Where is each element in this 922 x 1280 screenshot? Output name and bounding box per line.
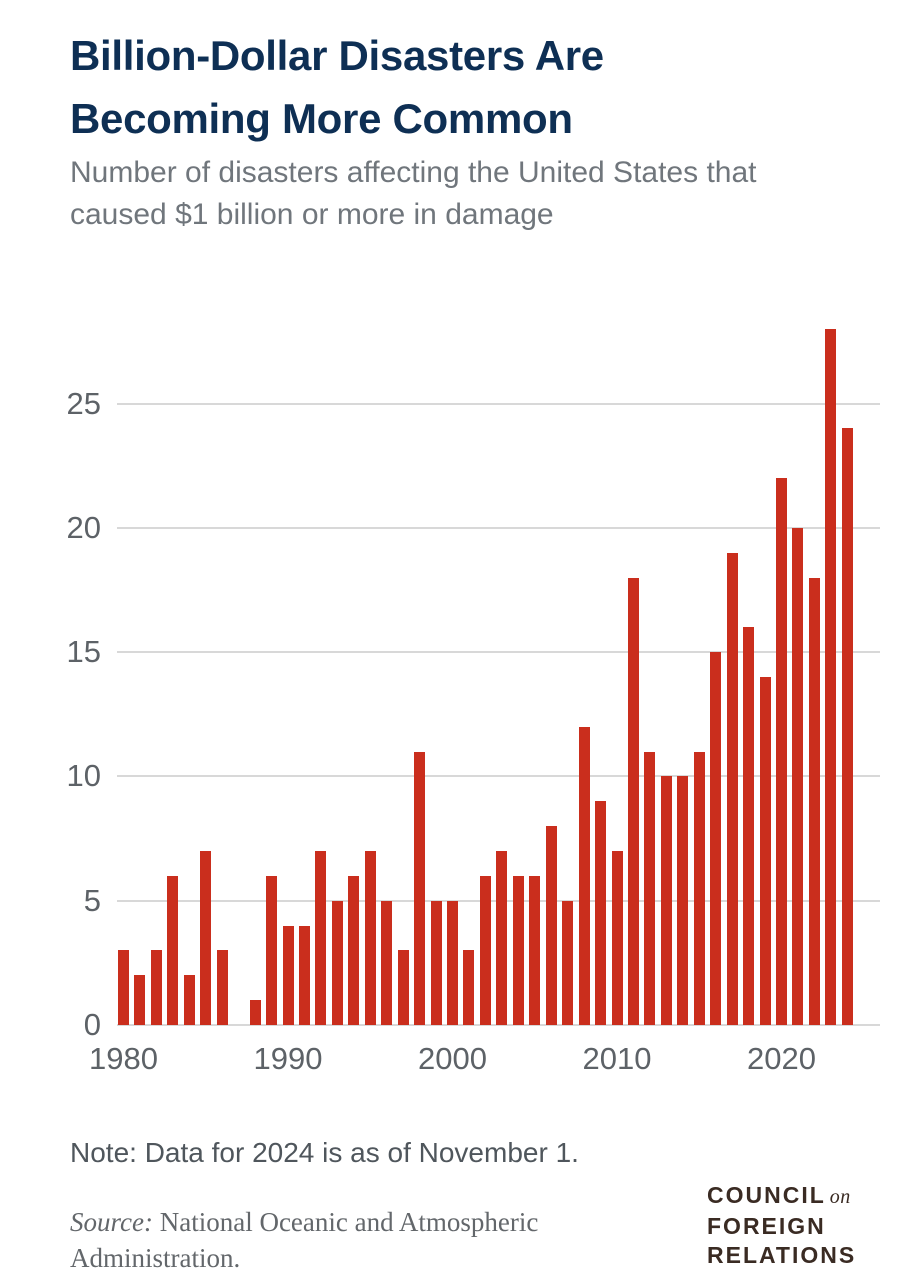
bar-1995 [364, 851, 376, 1025]
bar-2010 [611, 851, 623, 1025]
plot-area: 0 5 10 15 20 25 1980 1990 2000 2010 2020 [67, 329, 880, 1076]
source-line: Source: National Oceanic and Atmospheric… [70, 1204, 690, 1276]
bar-1982 [150, 950, 162, 1025]
logo-relations: RELATIONS [707, 1242, 857, 1268]
bar-1992 [315, 851, 327, 1025]
gridline-y-25 [117, 402, 880, 405]
bar-1981 [134, 975, 146, 1025]
bar-2017 [726, 553, 738, 1025]
y-tick-label-15: 15 [66, 634, 101, 670]
bar-1993 [331, 901, 343, 1025]
note-text: Note: Data for 2024 is as of November 1. [70, 1137, 579, 1168]
source-label: Source: [70, 1207, 153, 1237]
bar-1997 [397, 950, 409, 1025]
bar-2015 [693, 752, 705, 1025]
gridline-y-20 [117, 526, 880, 529]
y-tick-label-0: 0 [83, 1007, 101, 1042]
bar-1984 [183, 975, 195, 1025]
bar-2016 [710, 652, 722, 1025]
bar-2011 [627, 578, 639, 1025]
bar-2014 [677, 776, 689, 1025]
gridline-y-0 [117, 1024, 880, 1026]
chart-title: Billion-Dollar Disasters Are Becoming Mo… [70, 32, 604, 142]
bar-1996 [381, 901, 393, 1025]
logo-foreign: FOREIGN [707, 1213, 826, 1239]
bar-2008 [578, 727, 590, 1025]
bar-1998 [414, 752, 426, 1025]
x-tick-label-2020: 2020 [747, 1041, 816, 1076]
gridline-y-15 [117, 651, 880, 654]
bar-1988 [249, 1000, 261, 1025]
bar-2013 [660, 776, 672, 1025]
bar-2012 [644, 752, 656, 1025]
bar-2007 [562, 901, 574, 1025]
bar-2018 [743, 627, 755, 1025]
gridline-y-10 [117, 775, 880, 778]
bar-2003 [496, 851, 508, 1025]
x-tick-label-1980: 1980 [89, 1041, 158, 1076]
bar-1989 [266, 876, 278, 1025]
source-text: National Oceanic and Atmospheric Adminis… [70, 1207, 539, 1273]
bar-1980 [118, 950, 129, 1025]
bar-1999 [430, 901, 442, 1025]
bar-2004 [512, 876, 524, 1025]
bar-2009 [595, 801, 607, 1025]
x-tick-label-2000: 2000 [418, 1041, 487, 1076]
x-tick-label-2010: 2010 [582, 1041, 652, 1076]
bar-1983 [167, 876, 179, 1025]
bar-1991 [298, 926, 310, 1025]
y-tick-label-10: 10 [66, 758, 101, 794]
y-tick-label-20: 20 [66, 509, 101, 545]
bar-2021 [792, 528, 804, 1025]
bar-2020 [776, 478, 787, 1025]
x-tick-label-1990: 1990 [253, 1041, 323, 1076]
logo-council: COUNCIL [707, 1182, 826, 1208]
cfr-logo: COUNCIL on FOREIGN RELATIONS [707, 1181, 856, 1270]
bar-1986 [216, 950, 228, 1025]
bar-2022 [808, 578, 820, 1025]
bar-2001 [463, 950, 475, 1025]
bar-2005 [529, 876, 541, 1025]
bar-2023 [825, 329, 837, 1025]
chart-subtitle: Number of disasters affecting the United… [70, 156, 757, 231]
logo-line-1: COUNCIL on [707, 1181, 856, 1212]
logo-on: on [829, 1186, 851, 1208]
bar-2002 [479, 876, 491, 1025]
y-tick-label-5: 5 [83, 882, 101, 918]
bar-2006 [545, 826, 557, 1025]
bar-2019 [759, 677, 771, 1025]
y-tick-label-25: 25 [66, 385, 101, 421]
bar-2000 [447, 901, 458, 1025]
bar-1985 [200, 851, 212, 1025]
bar-2024 [841, 428, 853, 1025]
bar-1990 [282, 926, 294, 1025]
bar-1994 [348, 876, 360, 1025]
